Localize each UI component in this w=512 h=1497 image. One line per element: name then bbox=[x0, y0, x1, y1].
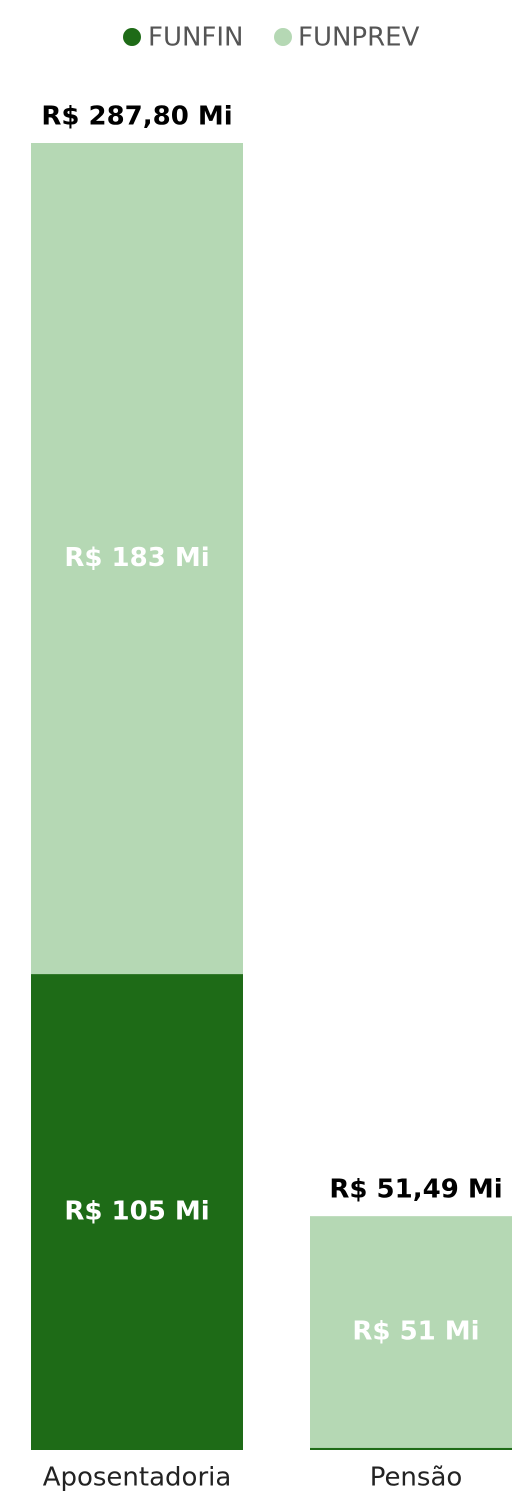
total-label: R$ 287,80 Mi bbox=[41, 102, 232, 132]
segment-label: R$ 105 Mi bbox=[64, 1197, 209, 1227]
legend-swatch bbox=[274, 28, 292, 46]
bar-segment bbox=[31, 143, 243, 975]
x-tick-label: Aposentadoria bbox=[43, 1463, 232, 1493]
bar-segment bbox=[31, 974, 243, 1450]
legend-swatch bbox=[123, 28, 141, 46]
x-tick-label: Pensão bbox=[370, 1463, 463, 1493]
bar-segment bbox=[310, 1216, 512, 1448]
total-label: R$ 51,49 Mi bbox=[329, 1175, 502, 1205]
segment-label: R$ 51 Mi bbox=[352, 1316, 479, 1346]
legend-label: FUNPREV bbox=[298, 23, 420, 53]
bar-segment bbox=[310, 1447, 512, 1450]
segment-label: R$ 183 Mi bbox=[64, 543, 209, 573]
legend-label: FUNFIN bbox=[148, 23, 244, 53]
